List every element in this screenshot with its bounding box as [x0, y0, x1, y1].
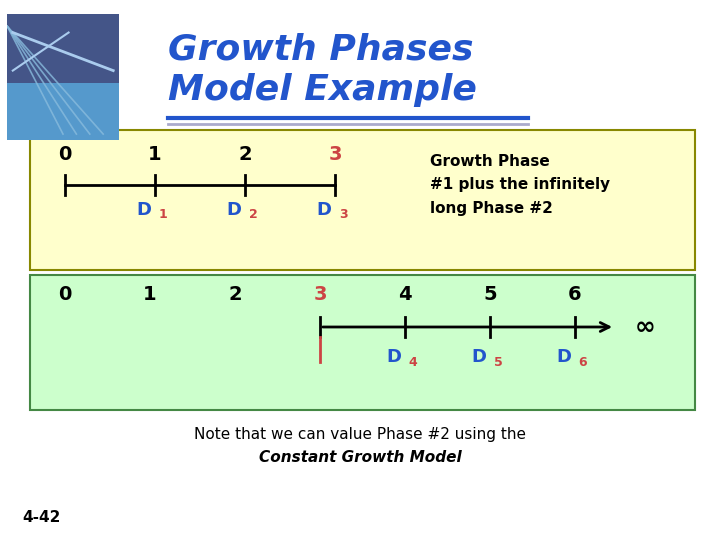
Text: 1: 1: [143, 286, 157, 305]
Text: Growth Phases: Growth Phases: [168, 33, 474, 67]
Text: 5: 5: [483, 286, 497, 305]
Text: long Phase #2: long Phase #2: [430, 200, 553, 215]
Bar: [7, 83, 119, 140]
Text: 4-42: 4-42: [22, 510, 60, 525]
Text: #1 plus the infinitely: #1 plus the infinitely: [430, 178, 610, 192]
Text: 2: 2: [238, 145, 252, 165]
Text: 5: 5: [494, 355, 503, 368]
Text: 3: 3: [338, 208, 347, 221]
Text: Note that we can value Phase #2 using the: Note that we can value Phase #2 using th…: [194, 428, 526, 442]
Text: 2: 2: [248, 208, 257, 221]
Text: 6: 6: [579, 355, 588, 368]
Text: 4: 4: [409, 355, 418, 368]
Text: 1: 1: [158, 208, 167, 221]
Text: 3: 3: [313, 286, 327, 305]
Text: Constant Growth Model: Constant Growth Model: [258, 449, 462, 464]
Text: Model Example: Model Example: [168, 73, 477, 107]
Text: Growth Phase: Growth Phase: [430, 154, 550, 170]
Text: 0: 0: [58, 286, 72, 305]
Bar: [30, 275, 695, 410]
Text: D: D: [386, 348, 401, 366]
Text: D: D: [226, 201, 241, 219]
Text: D: D: [556, 348, 571, 366]
Text: 0: 0: [58, 145, 72, 165]
Text: 2: 2: [228, 286, 242, 305]
Bar: [30, 130, 695, 270]
Text: ∞: ∞: [634, 315, 655, 339]
Text: 3: 3: [328, 145, 342, 165]
Text: 6: 6: [568, 286, 582, 305]
Text: 1: 1: [148, 145, 162, 165]
Text: D: D: [316, 201, 331, 219]
Text: D: D: [136, 201, 151, 219]
Text: D: D: [471, 348, 486, 366]
Text: 4: 4: [398, 286, 412, 305]
